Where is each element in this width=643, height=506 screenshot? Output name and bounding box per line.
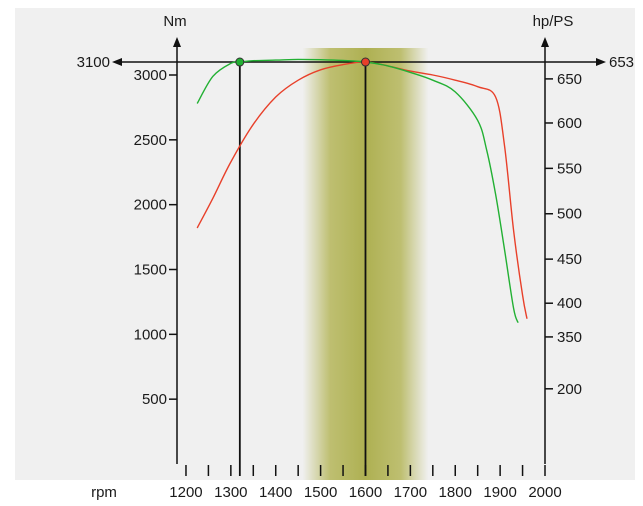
left-tick-label: 1500 — [134, 262, 167, 279]
x-tick-label: 1600 — [349, 484, 382, 501]
x-axis-title: rpm — [91, 484, 117, 501]
left-tick-label: 2500 — [134, 132, 167, 149]
reference-arrow-left — [112, 58, 122, 67]
reference-right-label: 653 — [609, 54, 634, 71]
x-tick-label: 1900 — [483, 484, 516, 501]
left-axis-arrow — [173, 37, 181, 47]
right-tick-label: 600 — [557, 115, 582, 132]
right-tick-label: 550 — [557, 160, 582, 177]
right-tick-label: 450 — [557, 251, 582, 268]
torque-peak-marker — [360, 57, 370, 67]
right-tick-label: 200 — [557, 381, 582, 398]
left-tick-label: 500 — [142, 391, 167, 408]
x-tick-label: 1800 — [439, 484, 472, 501]
left-tick-label: 1000 — [134, 326, 167, 343]
x-tick-label: 1300 — [214, 484, 247, 501]
x-tick-label: 1500 — [304, 484, 337, 501]
reference-arrow-right — [596, 58, 606, 67]
x-tick-label: 2000 — [528, 484, 561, 501]
x-tick-label: 1200 — [169, 484, 202, 501]
reference-left-label: 3100 — [77, 54, 110, 71]
left-tick-label: 3000 — [134, 67, 167, 84]
right-tick-label: 400 — [557, 295, 582, 312]
right-tick-label: 650 — [557, 71, 582, 88]
left-axis-title: Nm — [163, 13, 186, 30]
right-axis-arrow — [541, 37, 549, 47]
x-tick-label: 1700 — [394, 484, 427, 501]
right-tick-label: 500 — [557, 206, 582, 223]
right-tick-label: 350 — [557, 329, 582, 346]
x-tick-label: 1400 — [259, 484, 292, 501]
power-peak-marker — [235, 57, 245, 67]
right-axis-title: hp/PS — [533, 13, 574, 30]
left-tick-label: 2000 — [134, 197, 167, 214]
